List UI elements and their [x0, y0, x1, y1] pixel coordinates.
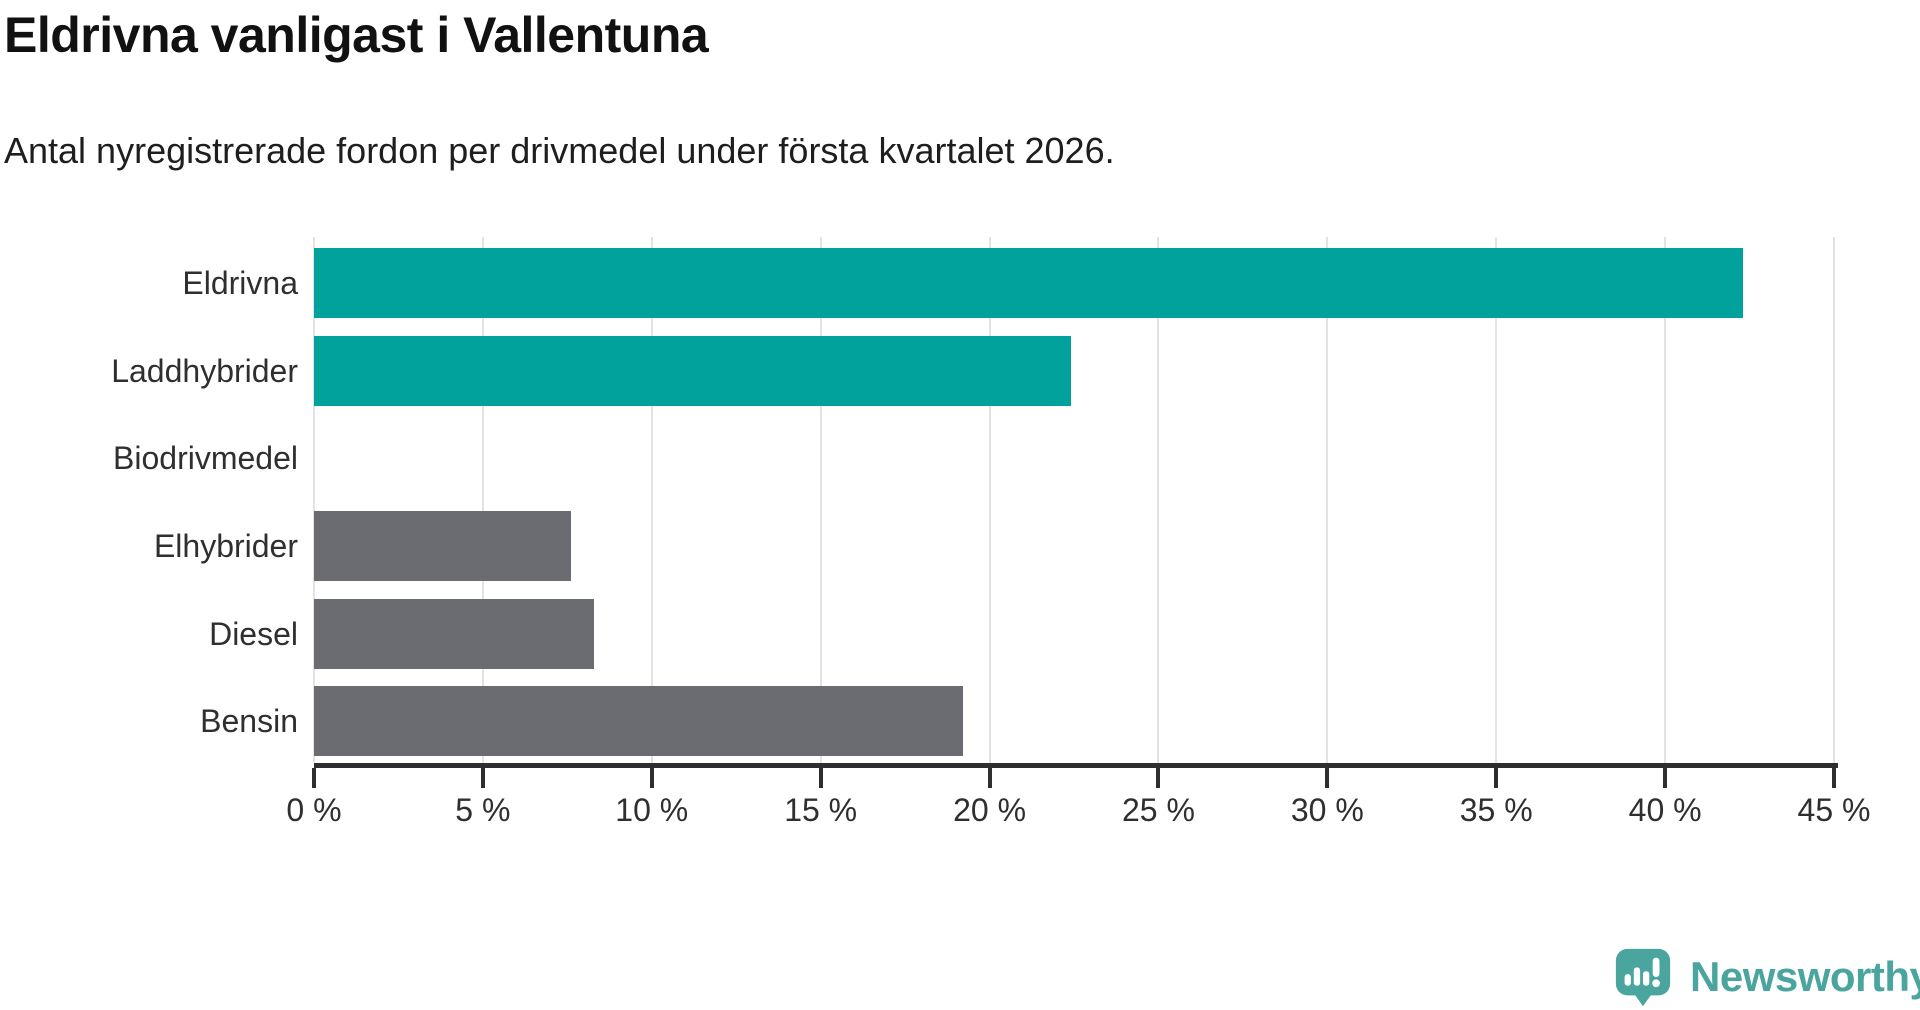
x-tick-mark: [1832, 768, 1836, 788]
gridline: [1495, 237, 1498, 763]
x-tick-mark: [312, 768, 316, 788]
newsworthy-icon: [1615, 948, 1671, 1007]
newsworthy-logo: Newsworthy: [1610, 946, 1920, 1008]
y-axis-labels-group: Eldrivna Laddhybrider Biodrivmedel Elhybrid…: [0, 237, 298, 763]
x-tick-label: 15 %: [784, 792, 858, 828]
gridline: [481, 237, 484, 763]
x-tick-mark: [1156, 768, 1161, 788]
x-tick-label: 20 %: [953, 792, 1027, 828]
x-tick-mark: [480, 768, 485, 788]
y-axis-label-biodrivmedel: Biodrivmedel: [113, 440, 298, 477]
x-tick-mark: [649, 768, 654, 788]
gridline: [650, 237, 653, 763]
x-tick-label: 5 %: [455, 792, 511, 828]
x-tick-mark: [1325, 768, 1330, 788]
x-axis-line: [314, 763, 1838, 768]
newsworthy-wordmark: Newsworthy: [1690, 953, 1920, 1000]
plot-area: [313, 237, 1835, 763]
bar-laddhybrider: [314, 335, 1071, 406]
x-tick-label: 40 %: [1628, 792, 1702, 828]
chart-subtitle: Antal nyregistrerade fordon per drivmede…: [4, 130, 1115, 171]
gridline: [1833, 237, 1835, 763]
bar-bensin: [314, 686, 963, 757]
x-tick-mark: [1494, 768, 1499, 788]
gridline: [313, 237, 315, 763]
gridline: [1664, 237, 1667, 763]
x-tick-mark: [818, 768, 823, 788]
y-axis-label-bensin: Bensin: [200, 703, 298, 740]
bar-diesel: [314, 598, 595, 669]
x-tick-label: 25 %: [1121, 792, 1195, 828]
x-tick-label: 10 %: [615, 792, 689, 828]
gridline: [988, 237, 991, 763]
bar-elhybrider: [314, 510, 571, 581]
bar-eldrivna: [314, 247, 1743, 318]
gridline: [819, 237, 822, 763]
x-tick-label: 45 %: [1797, 792, 1871, 828]
x-tick-label: 35 %: [1459, 792, 1533, 828]
x-tick-label: 30 %: [1290, 792, 1364, 828]
x-tick-mark: [987, 768, 992, 788]
y-axis-label-laddhybrider: Laddhybrider: [111, 352, 298, 389]
gridline: [1326, 237, 1329, 763]
gridline: [1157, 237, 1160, 763]
x-tick-mark: [1663, 768, 1668, 788]
y-axis-label-diesel: Diesel: [209, 615, 298, 652]
x-tick-label: 0 %: [286, 792, 342, 828]
chart-title: Eldrivna vanligast i Vallentuna: [4, 7, 709, 63]
y-axis-label-eldrivna: Eldrivna: [182, 264, 298, 301]
y-axis-label-elhybrider: Elhybrider: [153, 527, 298, 564]
